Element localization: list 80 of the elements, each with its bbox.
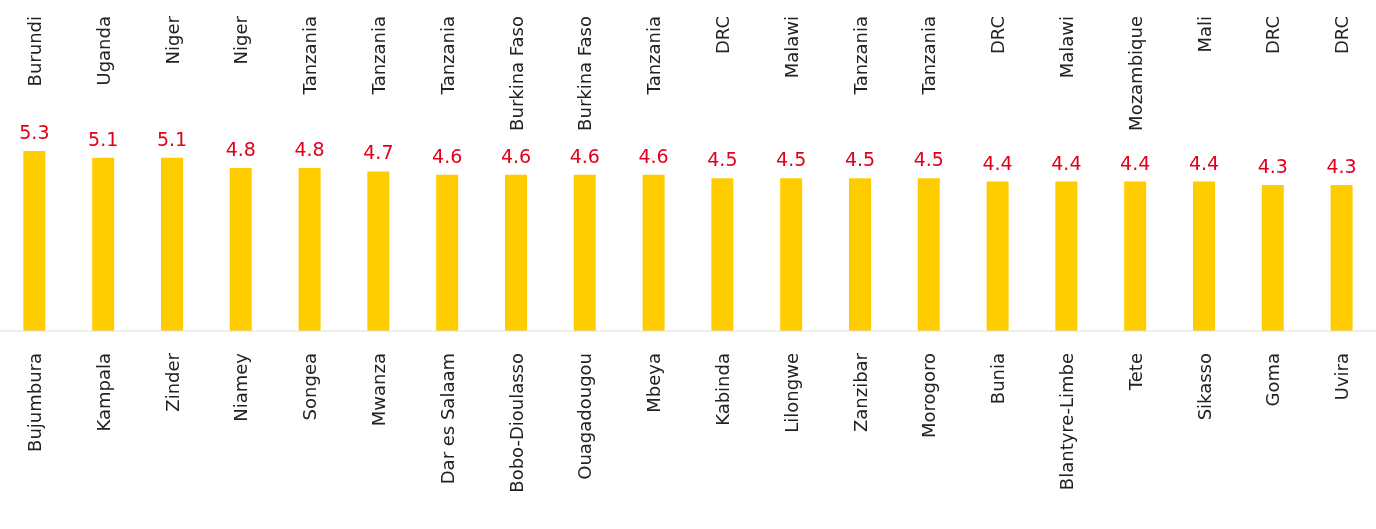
text: Tanzania <box>918 16 940 96</box>
data-label: 4.8 <box>294 137 325 160</box>
data-label: 4.6 <box>638 144 669 167</box>
data-label: 4.5 <box>707 148 738 171</box>
data-label: 4.7 <box>363 141 394 164</box>
data-label: 4.8 <box>225 137 256 160</box>
text: Malawi <box>1055 16 1077 79</box>
data-label: 4.6 <box>569 144 600 167</box>
data-label: 4.5 <box>844 148 876 171</box>
bar <box>1261 184 1284 331</box>
x-tick-label: Lilongwe <box>780 353 802 433</box>
text: Tanzania <box>849 16 871 96</box>
data-label: 4.4 <box>1188 151 1220 174</box>
x-tick-label: Sikasso <box>1193 353 1215 421</box>
data-label: 4.4 <box>982 151 1013 174</box>
x-tick-label: Songea <box>299 353 321 421</box>
data-label: 5.1 <box>156 127 188 150</box>
text: Uganda <box>92 16 114 86</box>
x-tick-label: Uvira <box>1331 353 1353 401</box>
data-label: 4.3 <box>1326 154 1357 177</box>
bar <box>1124 181 1147 331</box>
bar <box>160 157 183 331</box>
text: DRC <box>987 16 1009 55</box>
x-tick-label: Ouagadougou <box>574 353 596 480</box>
x-tick-label: Niamey <box>230 352 252 422</box>
x-tick-label: Kampala <box>92 353 114 432</box>
text: DRC <box>1331 16 1353 55</box>
x-tick-label: Goma <box>1262 353 1284 407</box>
text: Burkina Faso <box>574 16 596 131</box>
bar <box>1055 181 1078 331</box>
data-label: 5.3 <box>19 121 50 143</box>
data-label: 5.1 <box>88 127 119 150</box>
text: DRC <box>1262 16 1284 55</box>
x-tick-label: Dar es Salaam <box>436 353 458 485</box>
bar <box>1192 181 1215 331</box>
data-label: 4.6 <box>432 144 463 167</box>
bar <box>711 178 734 331</box>
text: Niger <box>161 15 183 65</box>
text: Burundi <box>23 16 45 87</box>
x-tick-label: Zinder <box>161 352 183 412</box>
bar <box>298 167 321 331</box>
text: Niger <box>230 15 252 65</box>
data-label: 4.5 <box>776 148 807 171</box>
x-tick-label: Bunia <box>987 353 1009 405</box>
bar <box>986 181 1009 331</box>
bar <box>642 174 665 331</box>
text: Tanzania <box>643 16 665 96</box>
bar <box>367 171 390 331</box>
bar <box>23 151 46 331</box>
x-tick-label: Morogoro <box>918 353 940 439</box>
x-tick-label: Zanzibar <box>849 352 871 433</box>
data-label: 4.5 <box>913 148 944 171</box>
x-tick-label: Tete <box>1124 353 1146 392</box>
text: Mozambique <box>1124 16 1146 131</box>
text: Malawi <box>780 16 802 79</box>
x-tick-label: Bobo-Dioulasso <box>505 353 527 493</box>
data-label: 4.4 <box>1051 151 1082 174</box>
x-tick-label: Kabinda <box>711 353 733 426</box>
bar <box>92 157 115 331</box>
bar <box>780 178 803 331</box>
data-label: 4.3 <box>1257 154 1288 177</box>
text: Tanzania <box>299 16 321 96</box>
bar <box>573 174 596 331</box>
bar <box>436 174 459 331</box>
bar <box>1330 184 1353 331</box>
bar <box>917 178 940 331</box>
bar <box>848 178 871 331</box>
x-tick-label: Mbeya <box>643 353 665 413</box>
data-label: 4.6 <box>500 144 532 167</box>
bar <box>504 174 527 331</box>
text: Tanzania <box>367 16 389 96</box>
x-tick-label: Mwanza <box>367 353 389 427</box>
x-tick-label: Bujumbura <box>23 353 45 452</box>
text: Tanzania <box>436 16 458 96</box>
data-label: 4.4 <box>1120 151 1151 174</box>
text: Mali <box>1193 16 1215 53</box>
text: DRC <box>711 16 733 55</box>
bar <box>229 167 252 331</box>
x-tick-label: Blantyre-Limbe <box>1055 353 1077 491</box>
text: Burkina Faso <box>505 16 527 131</box>
